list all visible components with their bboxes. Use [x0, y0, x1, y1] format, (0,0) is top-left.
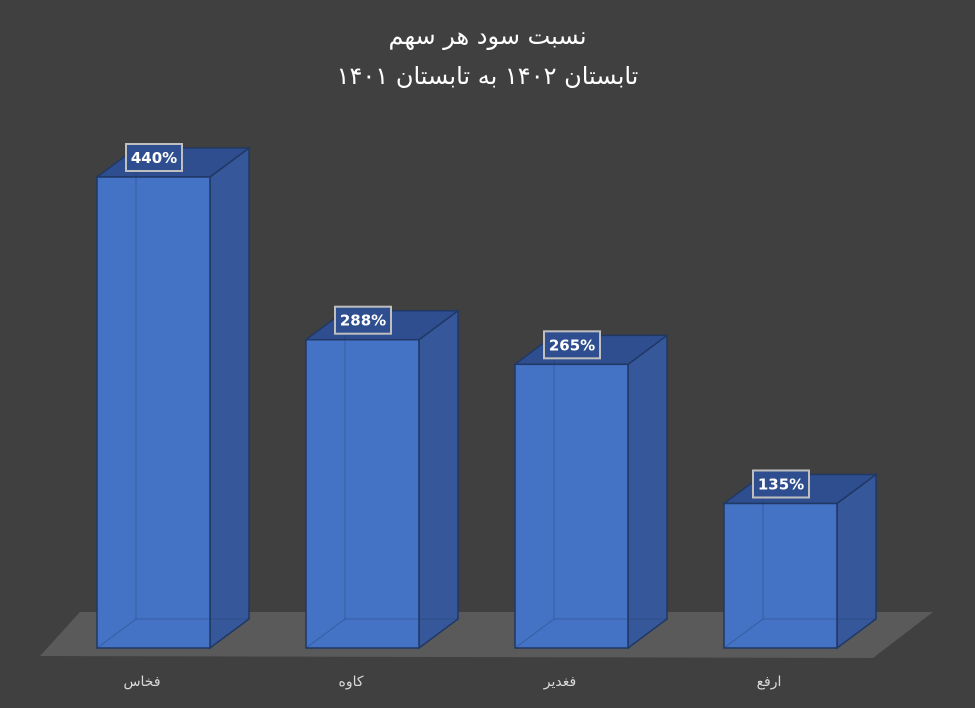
x-axis-tick-label: کاوه — [338, 674, 363, 690]
bar — [514, 363, 629, 649]
chart-floor — [40, 612, 933, 658]
chart-subtitle: تابستان ۱۴۰۲ به تابستان ۱۴۰۱ — [336, 62, 639, 90]
bar-side-face — [836, 472, 877, 650]
x-axis-tick-label: فخاس — [123, 674, 160, 690]
data-label-box — [334, 305, 392, 335]
data-label-box — [543, 330, 601, 360]
bar-side-face — [627, 333, 668, 650]
bar — [305, 338, 420, 649]
x-axis-tick-label: فغدیر — [543, 674, 576, 690]
bar-back-edge — [723, 618, 764, 649]
data-label: 288% — [340, 312, 386, 330]
bar-back-edge — [305, 618, 346, 649]
data-label: 440% — [131, 149, 177, 167]
data-label: 135% — [758, 475, 804, 493]
data-label-box — [752, 469, 810, 499]
bar-side-face — [209, 146, 250, 650]
bar-back-edge — [96, 618, 137, 649]
bar — [723, 502, 838, 649]
bar-back-edge — [514, 618, 555, 649]
data-label: 265% — [549, 336, 595, 354]
x-axis-tick-label: ارفع — [757, 674, 782, 690]
chart-title: نسبت سود هر سهم — [388, 22, 587, 50]
bar — [96, 176, 211, 649]
bar-side-face — [418, 309, 459, 650]
data-label-box — [125, 143, 183, 172]
